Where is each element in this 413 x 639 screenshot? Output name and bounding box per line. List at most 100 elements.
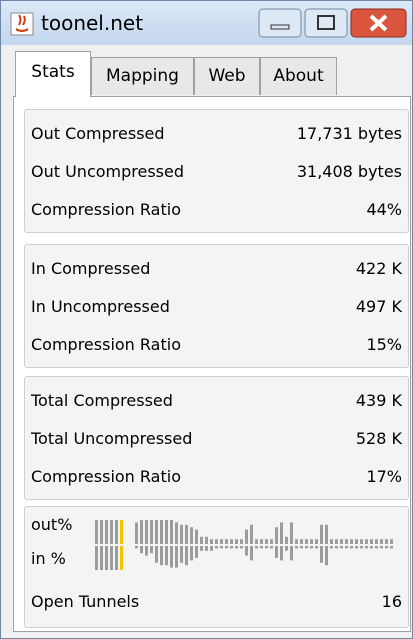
- traffic-bar: [120, 520, 123, 544]
- stat-row: In Uncompressed 497 K: [31, 288, 402, 326]
- traffic-bar: [105, 546, 108, 570]
- traffic-bar: [200, 546, 203, 551]
- traffic-bar: [365, 546, 368, 549]
- stat-value: 17,731 bytes: [296, 124, 402, 143]
- traffic-bar: [330, 539, 333, 544]
- stat-row: In Compressed 422 K: [31, 250, 402, 288]
- traffic-bar: [360, 546, 363, 549]
- stat-label: Out Uncompressed: [31, 162, 185, 181]
- traffic-bar: [300, 546, 303, 549]
- tab-content: Out Compressed 17,731 bytes Out Uncompress…: [13, 96, 411, 632]
- traffic-bar: [220, 546, 223, 549]
- traffic-bar: [95, 520, 98, 544]
- traffic-bar: [115, 546, 118, 570]
- stat-value: 15%: [366, 335, 402, 354]
- traffic-bar: [300, 539, 303, 544]
- tab[interactable]: Web: [194, 57, 260, 95]
- traffic-bar: [140, 546, 143, 554]
- traffic-bar: [135, 522, 138, 544]
- traffic-bar: [240, 539, 243, 544]
- traffic-bar: [100, 546, 103, 570]
- traffic-bar: [280, 522, 283, 544]
- traffic-bar: [245, 529, 248, 544]
- traffic-bar: [290, 522, 293, 544]
- stat-row: Out Uncompressed 31,408 bytes: [31, 153, 402, 191]
- traffic-bar: [350, 539, 353, 544]
- traffic-bar: [390, 539, 393, 544]
- traffic-bar: [205, 536, 208, 544]
- traffic-bar: [110, 520, 113, 544]
- traffic-bar: [380, 539, 383, 544]
- traffic-bar: [250, 546, 253, 561]
- window-title: toonel.net: [41, 11, 144, 35]
- traffic-bar: [135, 546, 138, 549]
- traffic-bar: [345, 539, 348, 544]
- stat-value: 31,408 bytes: [296, 162, 402, 181]
- tunnels-value: 16: [381, 592, 402, 611]
- maximize-button[interactable]: [304, 8, 348, 38]
- traffic-bar: [100, 520, 103, 544]
- traffic-bar: [250, 524, 253, 544]
- tab[interactable]: Mapping: [91, 57, 194, 95]
- traffic-bar: [325, 524, 328, 544]
- traffic-bar: [390, 546, 393, 549]
- stat-value: 422 K: [355, 259, 402, 278]
- tunnels-row: Open Tunnels 16: [31, 583, 402, 621]
- stats-panel: Total Compressed 439 K Total Uncompressed 5…: [24, 376, 409, 500]
- traffic-bar: [345, 546, 348, 549]
- traffic-bar: [140, 520, 143, 544]
- traffic-bar: [360, 539, 363, 544]
- traffic-bar: [200, 536, 203, 544]
- stat-row: Compression Ratio 17%: [31, 458, 402, 496]
- traffic-bar: [195, 546, 198, 558]
- traffic-bar: [375, 539, 378, 544]
- traffic-bar: [310, 546, 313, 549]
- tab[interactable]: About: [260, 57, 337, 95]
- stat-label: In Uncompressed: [31, 297, 170, 316]
- traffic-bar: [225, 539, 228, 544]
- stat-value: 439 K: [355, 391, 402, 410]
- traffic-bar: [110, 546, 113, 570]
- traffic-bar: [275, 546, 278, 558]
- stat-value: 17%: [366, 467, 402, 486]
- java-icon: [15, 14, 29, 32]
- traffic-bar: [240, 546, 243, 549]
- traffic-bar: [295, 546, 298, 549]
- traffic-bar: [305, 546, 308, 549]
- stat-label: Out Compressed: [31, 124, 165, 143]
- stat-row: Compression Ratio 44%: [31, 191, 402, 229]
- traffic-bar: [185, 524, 188, 544]
- traffic-bar: [190, 546, 193, 561]
- traffic-bar: [180, 546, 183, 563]
- traffic-bar: [160, 520, 163, 544]
- traffic-bar: [340, 546, 343, 549]
- tab[interactable]: Stats: [15, 51, 91, 97]
- traffic-bar: [225, 546, 228, 549]
- traffic-bar: [160, 546, 163, 566]
- traffic-bar: [95, 546, 98, 570]
- traffic-bar: [365, 539, 368, 544]
- traffic-bar: [190, 527, 193, 544]
- traffic-bar: [215, 539, 218, 544]
- minimize-button[interactable]: [258, 8, 302, 38]
- traffic-bar: [270, 539, 273, 544]
- traffic-bar: [350, 546, 353, 549]
- traffic-bar: [305, 539, 308, 544]
- stat-label: Total Compressed: [31, 391, 173, 410]
- traffic-bar: [295, 539, 298, 544]
- traffic-bar: [270, 546, 273, 549]
- traffic-bar: [285, 536, 288, 544]
- stat-value: 44%: [366, 200, 402, 219]
- stats-panel: Out Compressed 17,731 bytes Out Uncompress…: [24, 109, 409, 233]
- graph-label: out%: [31, 515, 73, 534]
- traffic-bar: [320, 524, 323, 544]
- traffic-bar: [105, 520, 108, 544]
- traffic-bar: [215, 546, 218, 549]
- traffic-bar: [145, 546, 148, 556]
- traffic-bar: [115, 520, 118, 544]
- traffic-bar: [285, 546, 288, 551]
- traffic-bar: [355, 546, 358, 549]
- traffic-bar: [150, 520, 153, 544]
